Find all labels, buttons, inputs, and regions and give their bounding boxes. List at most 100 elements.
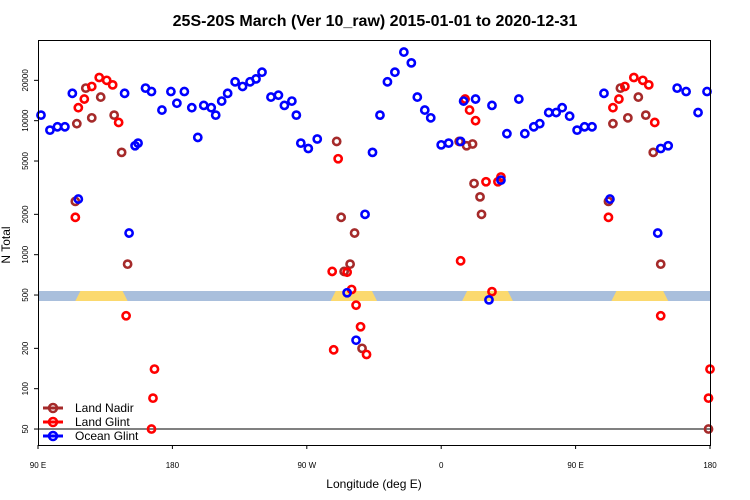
land-nadir-point-5 [109,110,120,121]
ocean-glint-point-42 [390,67,400,78]
land-glint-point-17 [355,321,366,332]
y-tick-label-50: 50 [21,424,30,433]
ocean-glint-point-44 [406,57,417,68]
land-glint-point-4 [94,72,105,83]
ocean-glint-point-21 [216,96,227,106]
ocean-glint-point-58 [519,128,530,139]
ocean-glint-point-76 [702,86,712,97]
y-tick-label-200: 200 [21,341,30,355]
ocean-glint-point-1 [45,125,55,136]
ocean-glint-point-13 [166,86,176,97]
ocean-glint-point-48 [436,139,447,150]
land-nadir-point-19 [476,209,487,220]
land-nadir-point-3 [86,112,97,123]
y-tick-label-5000: 5000 [21,152,30,170]
x-tick-label-0: 90 E [30,461,46,470]
ocean-glint-point-53 [484,294,494,305]
ocean-glint-point-32 [291,110,302,121]
ocean-glint-point-56 [502,128,512,139]
ocean-glint-point-63 [557,102,568,113]
ocean-glint-point-3 [59,121,70,132]
chart-title: 25S-20S March (Ver 10_raw) 2015-01-01 to… [173,13,578,30]
ocean-glint-point-70 [652,228,663,238]
surface-band [38,291,710,301]
ocean-glint-point-65 [572,125,582,136]
land-nadir-point-17 [469,178,479,189]
land-glint-point-6 [107,79,118,90]
x-tick-label-3: 0 [439,461,444,470]
ocean-glint-point-47 [425,112,436,123]
ocean-glint-point-28 [266,92,276,102]
ocean-glint-point-52 [470,94,481,104]
land-glint-point-25 [487,286,497,297]
ocean-glint-point-2 [52,121,63,132]
x-tick-label-1: 180 [166,461,180,470]
land-glint-point-8 [121,310,132,321]
land-nadir-point-23 [622,112,633,123]
ocean-glint-point-57 [513,94,524,104]
ocean-glint-point-20 [210,110,221,121]
land-nadir-point-7 [122,259,133,270]
ocean-glint-point-36 [342,287,353,298]
legend-label-land-nadir: Land Nadir [75,401,134,415]
y-tick-label-1000: 1000 [21,245,30,263]
land-glint-point-29 [608,102,618,113]
land-band-1 [75,291,128,301]
ocean-glint-point-74 [681,86,692,97]
land-nadir-point-6 [116,147,127,158]
legend-label-land-glint: Land Glint [75,415,130,429]
y-tick-label-10000: 10000 [21,109,30,132]
land-nadir-point-9 [336,212,347,223]
land-glint-point-12 [327,266,338,277]
ocean-glint-point-73 [672,83,683,94]
ocean-glint-point-40 [375,110,385,121]
land-band-2 [330,291,377,301]
land-nadir-point-25 [640,110,651,121]
land-glint-point-13 [333,153,344,164]
ocean-glint-point-51 [458,96,469,106]
land-nadir-point-11 [345,259,356,270]
land-glint-point-14 [342,267,353,278]
ocean-glint-point-17 [192,132,203,143]
land-nadir-point-12 [349,228,360,238]
land-nadir-point-13 [357,343,367,354]
ocean-glint-point-29 [273,90,284,101]
ocean-glint-point-64 [564,111,575,122]
land-glint-point-24 [481,176,491,187]
land-glint-point-18 [361,349,372,360]
ocean-glint-point-4 [67,88,78,99]
ocean-glint-point-72 [663,140,674,151]
ocean-glint-point-24 [237,81,248,92]
ocean-glint-point-54 [487,100,497,111]
ocean-glint-point-9 [133,138,143,149]
ocean-glint-point-55 [496,175,506,186]
land-glint-point-28 [603,212,614,223]
ocean-glint-point-6 [119,88,130,99]
ocean-glint-point-38 [360,209,370,220]
land-glint-point-34 [643,79,654,90]
land-glint-point-35 [649,117,660,128]
land-glint-point-19 [328,344,339,355]
land-glint-point-31 [619,81,630,92]
ocean-glint-point-68 [599,88,609,99]
land-glint-point-20 [455,255,466,266]
land-nadir-point-21 [608,118,618,129]
ocean-glint-point-23 [230,76,241,87]
ocean-glint-point-0 [36,110,46,121]
land-nadir-point-16 [467,139,478,149]
ocean-glint-point-37 [351,335,361,346]
land-glint-point-30 [614,94,624,104]
legend-item-land-glint: Land Glint [43,415,130,429]
ocean-glint-point-26 [251,74,261,84]
ocean-glint-point-35 [312,134,323,144]
ocean-glint-point-46 [419,105,430,115]
x-tick-label-5: 180 [703,461,717,470]
ocean-glint-point-69 [605,194,615,204]
land-glint-point-22 [464,105,475,115]
ocean-glint-point-5 [73,194,84,204]
ocean-glint-point-60 [534,118,545,129]
ocean-glint-point-41 [382,76,393,87]
land-nadir-point-18 [475,191,485,202]
land-glint-point-32 [628,72,639,83]
